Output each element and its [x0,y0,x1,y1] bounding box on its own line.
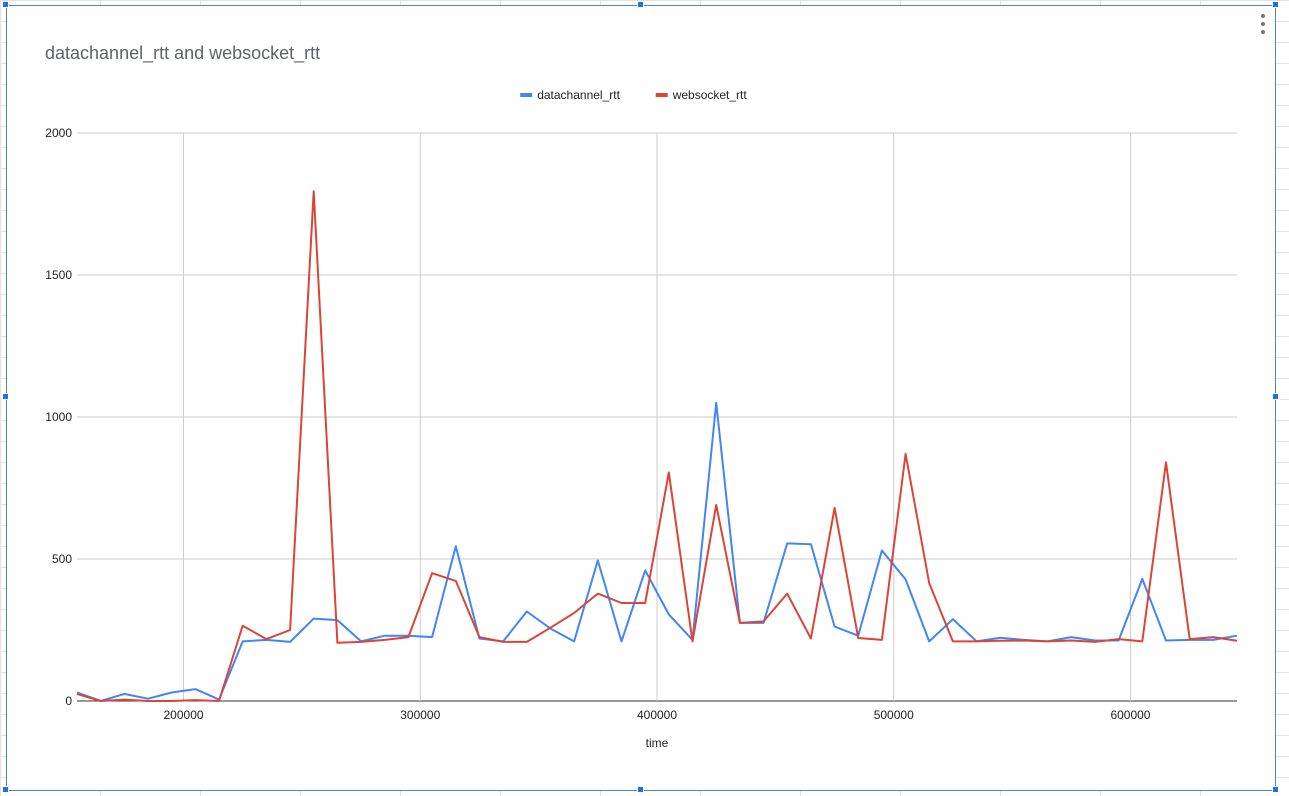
resize-handle-bottom[interactable] [637,786,644,793]
resize-handle-top[interactable] [637,1,644,8]
resize-handle-bottom-left[interactable] [2,786,9,793]
chart-container[interactable] [6,5,1276,791]
y-tick-label: 2000 [45,126,72,140]
chart-menu-icon[interactable] [1259,14,1267,34]
series-line-websocket_rtt [76,190,1238,702]
y-tick-label: 0 [65,694,72,708]
legend[interactable]: datachannel_rtt websocket_rtt [520,88,747,102]
x-axis-label: time [646,736,669,750]
x-tick-label: 200000 [164,708,204,722]
resize-handle-top-right[interactable] [1272,1,1279,8]
series-lines [76,190,1238,702]
x-tick-label: 400000 [637,708,677,722]
chart-title: datachannel_rtt and websocket_rtt [45,43,320,64]
y-tick-label: 1500 [45,268,72,282]
legend-label-datachannel_rtt: datachannel_rtt [537,88,620,102]
legend-label-websocket_rtt: websocket_rtt [672,88,748,102]
x-tick-label: 300000 [400,708,440,722]
x-tick-label: 600000 [1110,708,1150,722]
x-axis-ticks: 200000 300000 400000 500000 600000 [164,708,1151,722]
y-axis-ticks: 0 500 1000 1500 2000 [45,126,72,708]
x-tick-label: 500000 [874,708,914,722]
y-tick-label: 1000 [45,410,72,424]
resize-handle-bottom-right[interactable] [1272,786,1279,793]
y-tick-label: 500 [52,552,72,566]
gridlines [77,132,1237,702]
resize-handle-left[interactable] [2,393,9,400]
resize-handle-right[interactable] [1272,393,1279,400]
resize-handle-top-left[interactable] [2,1,9,8]
